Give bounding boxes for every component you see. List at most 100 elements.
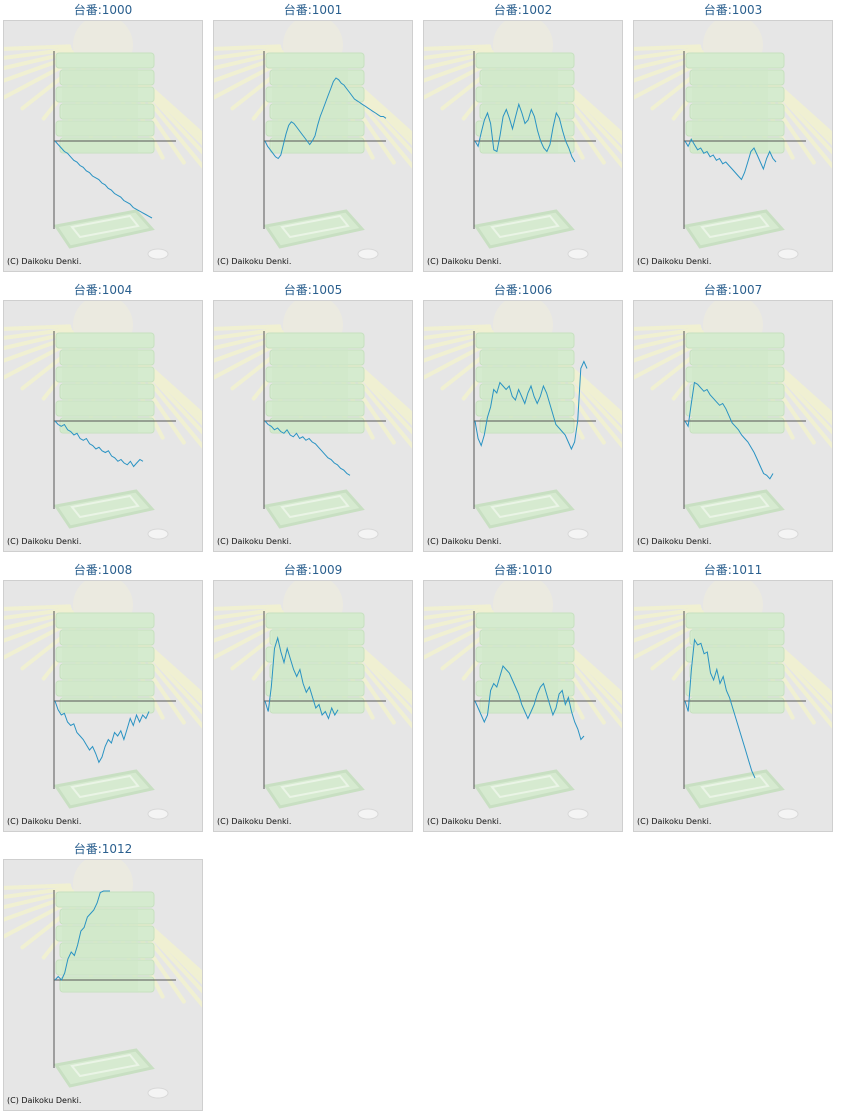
payout-series-line-1003 (684, 138, 777, 181)
coin-icon (567, 808, 589, 820)
machine-number-link[interactable]: 台番:1012 (73, 842, 133, 856)
sunburst-ray (214, 324, 282, 331)
payout-graph (424, 21, 622, 260)
background-illustration (424, 21, 622, 260)
medal-tray (53, 1048, 155, 1088)
sunburst-ray (134, 633, 202, 697)
coin-icon (147, 808, 169, 820)
payout-series-line-1002 (474, 102, 576, 163)
graph-frame: (C) Daikoku Denki. (633, 20, 833, 272)
machine-number-link[interactable]: 台番:1001 (283, 3, 343, 17)
copyright-text: (C) Daikoku Denki. (217, 817, 292, 826)
sunburst-ray (424, 607, 493, 620)
machine-number-link[interactable]: 台番:1009 (283, 563, 343, 577)
sunburst-ray (634, 47, 703, 60)
machine-panel-1004: 台番:1004 (C) Daikoku Denki. (0, 280, 206, 560)
copyright-text: (C) Daikoku Denki. (217, 257, 292, 266)
sunburst-ray (424, 47, 493, 60)
payout-series-line-1001 (264, 77, 387, 160)
sunburst-ray (4, 47, 73, 60)
medal-box (685, 612, 785, 629)
graph-frame: (C) Daikoku Denki. (633, 300, 833, 552)
sunburst-ray (344, 353, 412, 417)
payout-series-line-1008 (54, 700, 150, 764)
machine-number-link[interactable]: 台番:1000 (73, 3, 133, 17)
coin-icon (147, 1087, 169, 1099)
medal-box (55, 612, 155, 629)
payout-series-line-1011 (684, 638, 756, 779)
medal-box-body (62, 347, 138, 433)
sunburst-ray (424, 324, 492, 331)
medal-box (265, 612, 365, 629)
medal-box-stack (265, 52, 365, 154)
coin-icon (147, 248, 169, 260)
background-illustration (424, 581, 622, 820)
medal-box (475, 52, 575, 69)
machine-number-link[interactable]: 台番:1008 (73, 563, 133, 577)
medal-box-body (692, 347, 768, 433)
machine-panel-1007: 台番:1007 (C) Daikoku Denki. (630, 280, 836, 560)
medal-tray (473, 489, 575, 529)
machine-panel-1003: 台番:1003 (C) Daikoku Denki. (630, 0, 836, 280)
sunburst-ray (344, 73, 412, 137)
medal-tray (683, 209, 785, 249)
machine-number-link[interactable]: 台番:1004 (73, 283, 133, 297)
coin-icon (567, 248, 589, 260)
sunburst-ray (424, 44, 492, 51)
background-illustration (4, 860, 202, 1099)
medal-box (265, 52, 365, 69)
machine-number-link[interactable]: 台番:1007 (703, 283, 763, 297)
medal-box-body (272, 67, 348, 153)
medal-tray-inner (70, 494, 140, 519)
medal-tray-inner (700, 774, 770, 799)
sunburst-ray (134, 353, 202, 417)
background-illustration (4, 21, 202, 260)
payout-graph (4, 301, 202, 540)
payout-graph (424, 581, 622, 820)
medal-box-stack (685, 612, 785, 714)
machine-number-link[interactable]: 台番:1003 (703, 3, 763, 17)
medal-box-body (482, 67, 558, 153)
medal-box-body (62, 67, 138, 153)
sunburst-ray (214, 47, 283, 60)
machine-number-link[interactable]: 台番:1010 (493, 563, 553, 577)
medal-tray (263, 209, 365, 249)
payout-series-line-1006 (474, 360, 588, 451)
machine-panel-1012: 台番:1012 (C) Daikoku Denki. (0, 839, 206, 1119)
sunburst-ray (4, 327, 73, 340)
graph-frame: (C) Daikoku Denki. (3, 859, 203, 1111)
payout-series-line-1000 (54, 140, 153, 219)
graph-frame: (C) Daikoku Denki. (3, 300, 203, 552)
medal-tray-inner (70, 214, 140, 239)
medal-tray-inner (490, 774, 560, 799)
background-illustration (214, 21, 412, 260)
coin-icon (357, 528, 379, 540)
graph-frame: (C) Daikoku Denki. (213, 580, 413, 832)
graph-frame: (C) Daikoku Denki. (3, 580, 203, 832)
coin-icon (357, 248, 379, 260)
machine-panel-1001: 台番:1001 (C) Daikoku Denki. (210, 0, 416, 280)
machine-number-link[interactable]: 台番:1006 (493, 283, 553, 297)
medal-tray-inner (70, 1053, 140, 1078)
sunburst-ray (634, 324, 702, 331)
sunburst-ray (134, 912, 202, 976)
sunburst-ray (214, 607, 283, 620)
copyright-text: (C) Daikoku Denki. (217, 537, 292, 546)
machine-number-link[interactable]: 台番:1005 (283, 283, 343, 297)
medal-tray (263, 769, 365, 809)
machine-number-link[interactable]: 台番:1011 (703, 563, 763, 577)
copyright-text: (C) Daikoku Denki. (637, 537, 712, 546)
medal-box (685, 332, 785, 349)
background-illustration (634, 21, 832, 260)
machine-panel-1005: 台番:1005 (C) Daikoku Denki. (210, 280, 416, 560)
sunburst-ray (4, 604, 72, 611)
medal-box-stack (265, 332, 365, 434)
background-illustration (634, 301, 832, 540)
sunburst-ray (134, 73, 202, 137)
payout-series-line-1012 (54, 890, 110, 981)
machine-number-link[interactable]: 台番:1002 (493, 3, 553, 17)
sunburst-ray (214, 604, 282, 611)
medal-tray-inner (280, 214, 350, 239)
medal-tray-inner (700, 214, 770, 239)
